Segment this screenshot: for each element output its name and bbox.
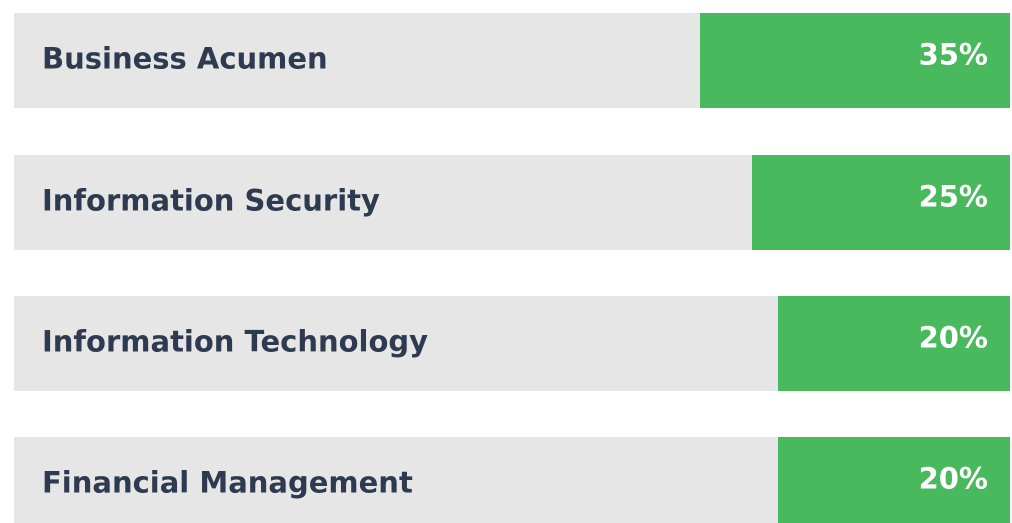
value-label: 20% bbox=[919, 321, 988, 355]
category-label: Business Acumen bbox=[42, 42, 328, 76]
category-label: Financial Management bbox=[42, 466, 413, 500]
category-label: Information Security bbox=[42, 184, 380, 218]
bar bbox=[778, 296, 1010, 391]
bar bbox=[700, 13, 1010, 108]
value-label: 35% bbox=[919, 38, 988, 72]
value-label: 25% bbox=[919, 180, 988, 214]
bar bbox=[752, 155, 1010, 250]
value-label: 20% bbox=[919, 462, 988, 496]
bar bbox=[778, 437, 1010, 523]
category-label: Information Technology bbox=[42, 325, 428, 359]
